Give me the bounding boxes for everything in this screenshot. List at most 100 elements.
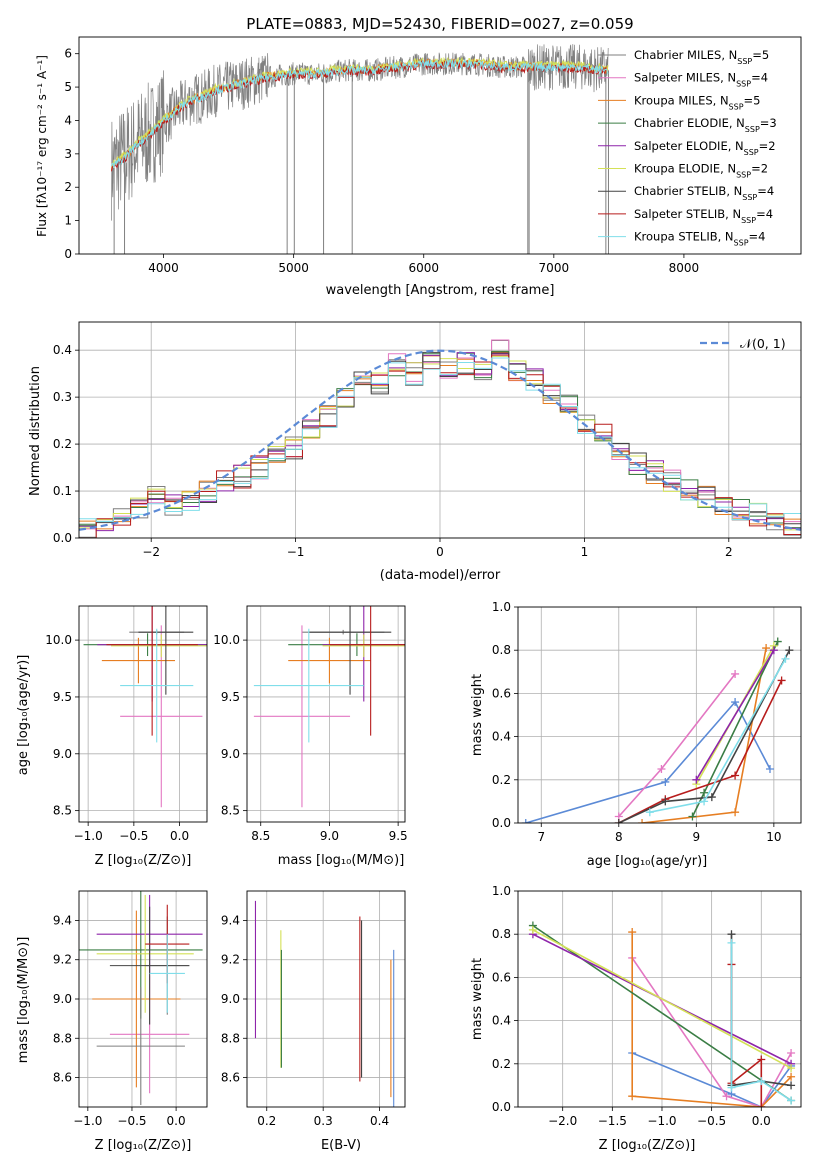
mwage-ylabel: mass weight [470, 674, 485, 756]
residuals-xtick-label: 0 [436, 545, 444, 559]
spectrum-xtick-label: 4000 [148, 261, 179, 275]
spectrum-legend-subscript: SSP [741, 215, 756, 224]
agez-xtick-label: 0.0 [170, 829, 189, 843]
agemass-xlabel: mass [log₁₀(M/M⊙)] [278, 853, 405, 868]
mwage-series-marker [688, 812, 697, 821]
spectrum-legend: Chabrier MILES, NSSP=5 Salpeter MILES, NS… [598, 48, 777, 247]
figure-title: PLATE=0883, MJD=52430, FIBERID=0027, z=0… [246, 15, 633, 33]
spectrum-model-line [111, 58, 609, 168]
residuals-ytick-label: 0.0 [53, 531, 72, 545]
spectrum-legend-value: =5 [744, 93, 761, 107]
spectrum-legend-label: Chabrier STELIB, NSSP=4 [634, 184, 774, 202]
residuals-ylabel: Normed distribution [28, 366, 43, 496]
mwage-ytick-label: 0.0 [492, 816, 511, 830]
residuals-xtick-label: 1 [581, 545, 589, 559]
mwage-ytick-label: 1.0 [492, 600, 511, 614]
agez-xtick-label: −0.5 [119, 829, 148, 843]
massebv-xtick-label: 0.2 [257, 1114, 276, 1128]
mwz-series-marker [727, 938, 736, 947]
mwage-series-marker [762, 644, 771, 653]
spectrum-ytick-label: 6 [64, 47, 72, 61]
massebv-xlabel: E(B-V) [321, 1138, 361, 1153]
spectrum-panel: 4000 5000 6000 7000 8000 0 1 2 3 4 5 6 Chabrier MILE… [64, 36, 802, 275]
spectrum-legend-value: =2 [751, 162, 768, 176]
massebv-ytick-label: 9.4 [221, 913, 240, 927]
massebv-ytick-label: 8.6 [221, 1071, 240, 1085]
agemass-ytick-label: 10.0 [213, 633, 240, 647]
residuals-xtick-label: −1 [287, 545, 305, 559]
spectrum-legend-label: Salpeter STELIB, NSSP=4 [634, 207, 773, 225]
massebv-xtick-label: 0.4 [370, 1114, 389, 1128]
massz-frame [78, 890, 208, 1108]
agemass-ytick-label: 9.5 [221, 690, 240, 704]
spectrum-ytick-label: 5 [64, 80, 72, 94]
mwage-series-marker [731, 808, 740, 817]
mwage-xtick-label: 10 [766, 830, 781, 844]
mwage-series-line [695, 649, 775, 781]
mwz-series-marker [727, 1083, 736, 1092]
spectrum-ylabel: Flux [fλ10⁻¹⁷ erg cm⁻² s⁻¹ A⁻¹] [35, 55, 49, 237]
agez-frame [78, 605, 208, 823]
residuals-panel: −2 −1 0 1 2 0.0 0.1 0.2 0.3 0.4 𝒩(0, 1) [53, 321, 802, 559]
residuals-ytick-label: 0.3 [53, 390, 72, 404]
mwage-series-line [618, 649, 791, 823]
massebv-ytick-label: 9.2 [221, 953, 240, 967]
mwz-series-marker [787, 1096, 796, 1105]
mwage-panel: 7 8 9 10 0.0 0.2 0.4 0.6 0.8 1.0 [492, 600, 802, 844]
mwage-xtick-label: 9 [693, 830, 701, 844]
mwz-series-marker [757, 1103, 766, 1107]
spectrum-ytick-label: 4 [64, 113, 72, 127]
agez-ytick-label: 9.5 [53, 690, 72, 704]
massz-panel: −1.0 −0.5 0.0 8.6 8.8 9.0 9.2 9.4 [53, 890, 208, 1128]
mwage-series-marker [700, 788, 709, 797]
residuals-legend-label: 𝒩(0, 1) [740, 336, 786, 351]
mwage-ytick-label: 0.6 [492, 686, 511, 700]
agemass-xtick-label: 9.0 [320, 829, 339, 843]
spectrum-frame [78, 36, 802, 255]
mwz-series-line [730, 942, 792, 1102]
mwz-series-line [532, 924, 792, 1102]
mwz-series-marker [528, 925, 537, 934]
spectrum-legend-label: Salpeter MILES, NSSP=4 [634, 71, 768, 89]
mwage-series-marker [777, 676, 786, 685]
mwage-series-marker [657, 765, 666, 773]
mwage-xtick-label: 8 [615, 830, 623, 844]
mwz-ytick-label: 1.0 [492, 884, 511, 898]
mwz-ytick-label: 0.4 [492, 1014, 511, 1028]
mwz-series-marker [628, 1092, 637, 1101]
spectrum-xtick-label: 8000 [669, 261, 700, 275]
residuals-ytick-label: 0.1 [53, 484, 72, 498]
spectrum-ytick-label: 1 [64, 214, 72, 228]
residuals-xtick-label: 2 [725, 545, 733, 559]
mwz-series-line [631, 932, 792, 1107]
spectrum-legend-subscript: SSP [737, 57, 752, 66]
mwage-series-marker [521, 819, 530, 823]
mwage-ytick-label: 0.2 [492, 773, 511, 787]
spectrum-ytick-label: 0 [64, 247, 72, 261]
mwage-plot-area [518, 607, 801, 823]
agez-ytick-label: 8.5 [53, 804, 72, 818]
spectrum-legend-value: =4 [757, 184, 774, 198]
mwz-ylabel: mass weight [470, 958, 485, 1040]
mwz-frame [517, 890, 802, 1108]
mwage-series-marker [731, 698, 740, 707]
massz-xlabel: Z [log₁₀(Z/Z⊙)] [95, 1138, 192, 1153]
mwage-series-marker [692, 775, 701, 784]
spectrum-legend-value: =4 [749, 230, 766, 244]
spectrum-legend-subscript: SSP [734, 238, 749, 247]
agemass-ytick-label: 9.0 [221, 747, 240, 761]
agemass-frame [246, 605, 406, 823]
mwage-series-marker [661, 777, 670, 786]
mwage-series-marker [707, 793, 716, 802]
agez-xtick-label: −1.0 [74, 829, 103, 843]
mwz-series-marker [722, 1092, 731, 1101]
mwage-ytick-label: 0.8 [492, 643, 511, 657]
mwz-series-marker [787, 1081, 796, 1090]
massz-ylabel: mass [log₁₀(M/M⊙)] [16, 937, 31, 1064]
massebv-ytick-label: 9.0 [221, 992, 240, 1006]
mwz-series-line [532, 929, 792, 1069]
mwz-series-line [631, 957, 792, 1107]
mwz-series-marker [787, 1064, 796, 1073]
mwage-series-marker [765, 765, 774, 773]
mwz-xtick-label: −2.0 [548, 1114, 577, 1128]
